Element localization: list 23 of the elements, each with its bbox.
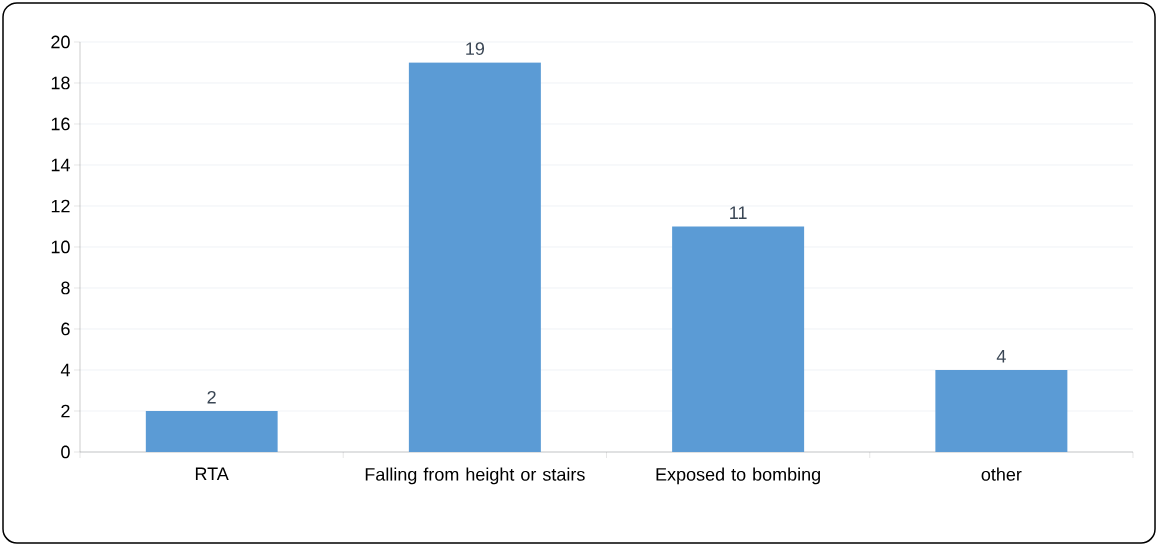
y-tick-label: 12 [51, 199, 70, 213]
y-tick-label: 10 [51, 240, 70, 254]
data-label: 4 [996, 350, 1006, 363]
y-tick-label: 18 [51, 76, 70, 90]
bar [672, 226, 805, 452]
bar [408, 62, 541, 452]
x-tick-label: other [981, 467, 1022, 481]
y-tick-label: 2 [61, 404, 70, 418]
x-tick-label: RTA [195, 467, 229, 480]
x-tick-label: Falling from height or stairs [365, 467, 585, 485]
data-label: 2 [207, 390, 216, 404]
y-tick-label: 4 [60, 363, 70, 377]
y-tick-label: 14 [51, 158, 70, 172]
y-tick-label: 0 [61, 445, 70, 459]
y-tick-label: 16 [51, 117, 70, 131]
x-tick-label: Exposed to bombing [656, 467, 820, 485]
bar [935, 370, 1068, 452]
y-tick-label: 6 [61, 322, 70, 336]
y-tick-label: 8 [61, 281, 70, 295]
data-label: 11 [730, 206, 747, 219]
bar [145, 411, 278, 452]
data-label: 19 [466, 42, 485, 55]
y-tick-label: 20 [51, 35, 70, 49]
